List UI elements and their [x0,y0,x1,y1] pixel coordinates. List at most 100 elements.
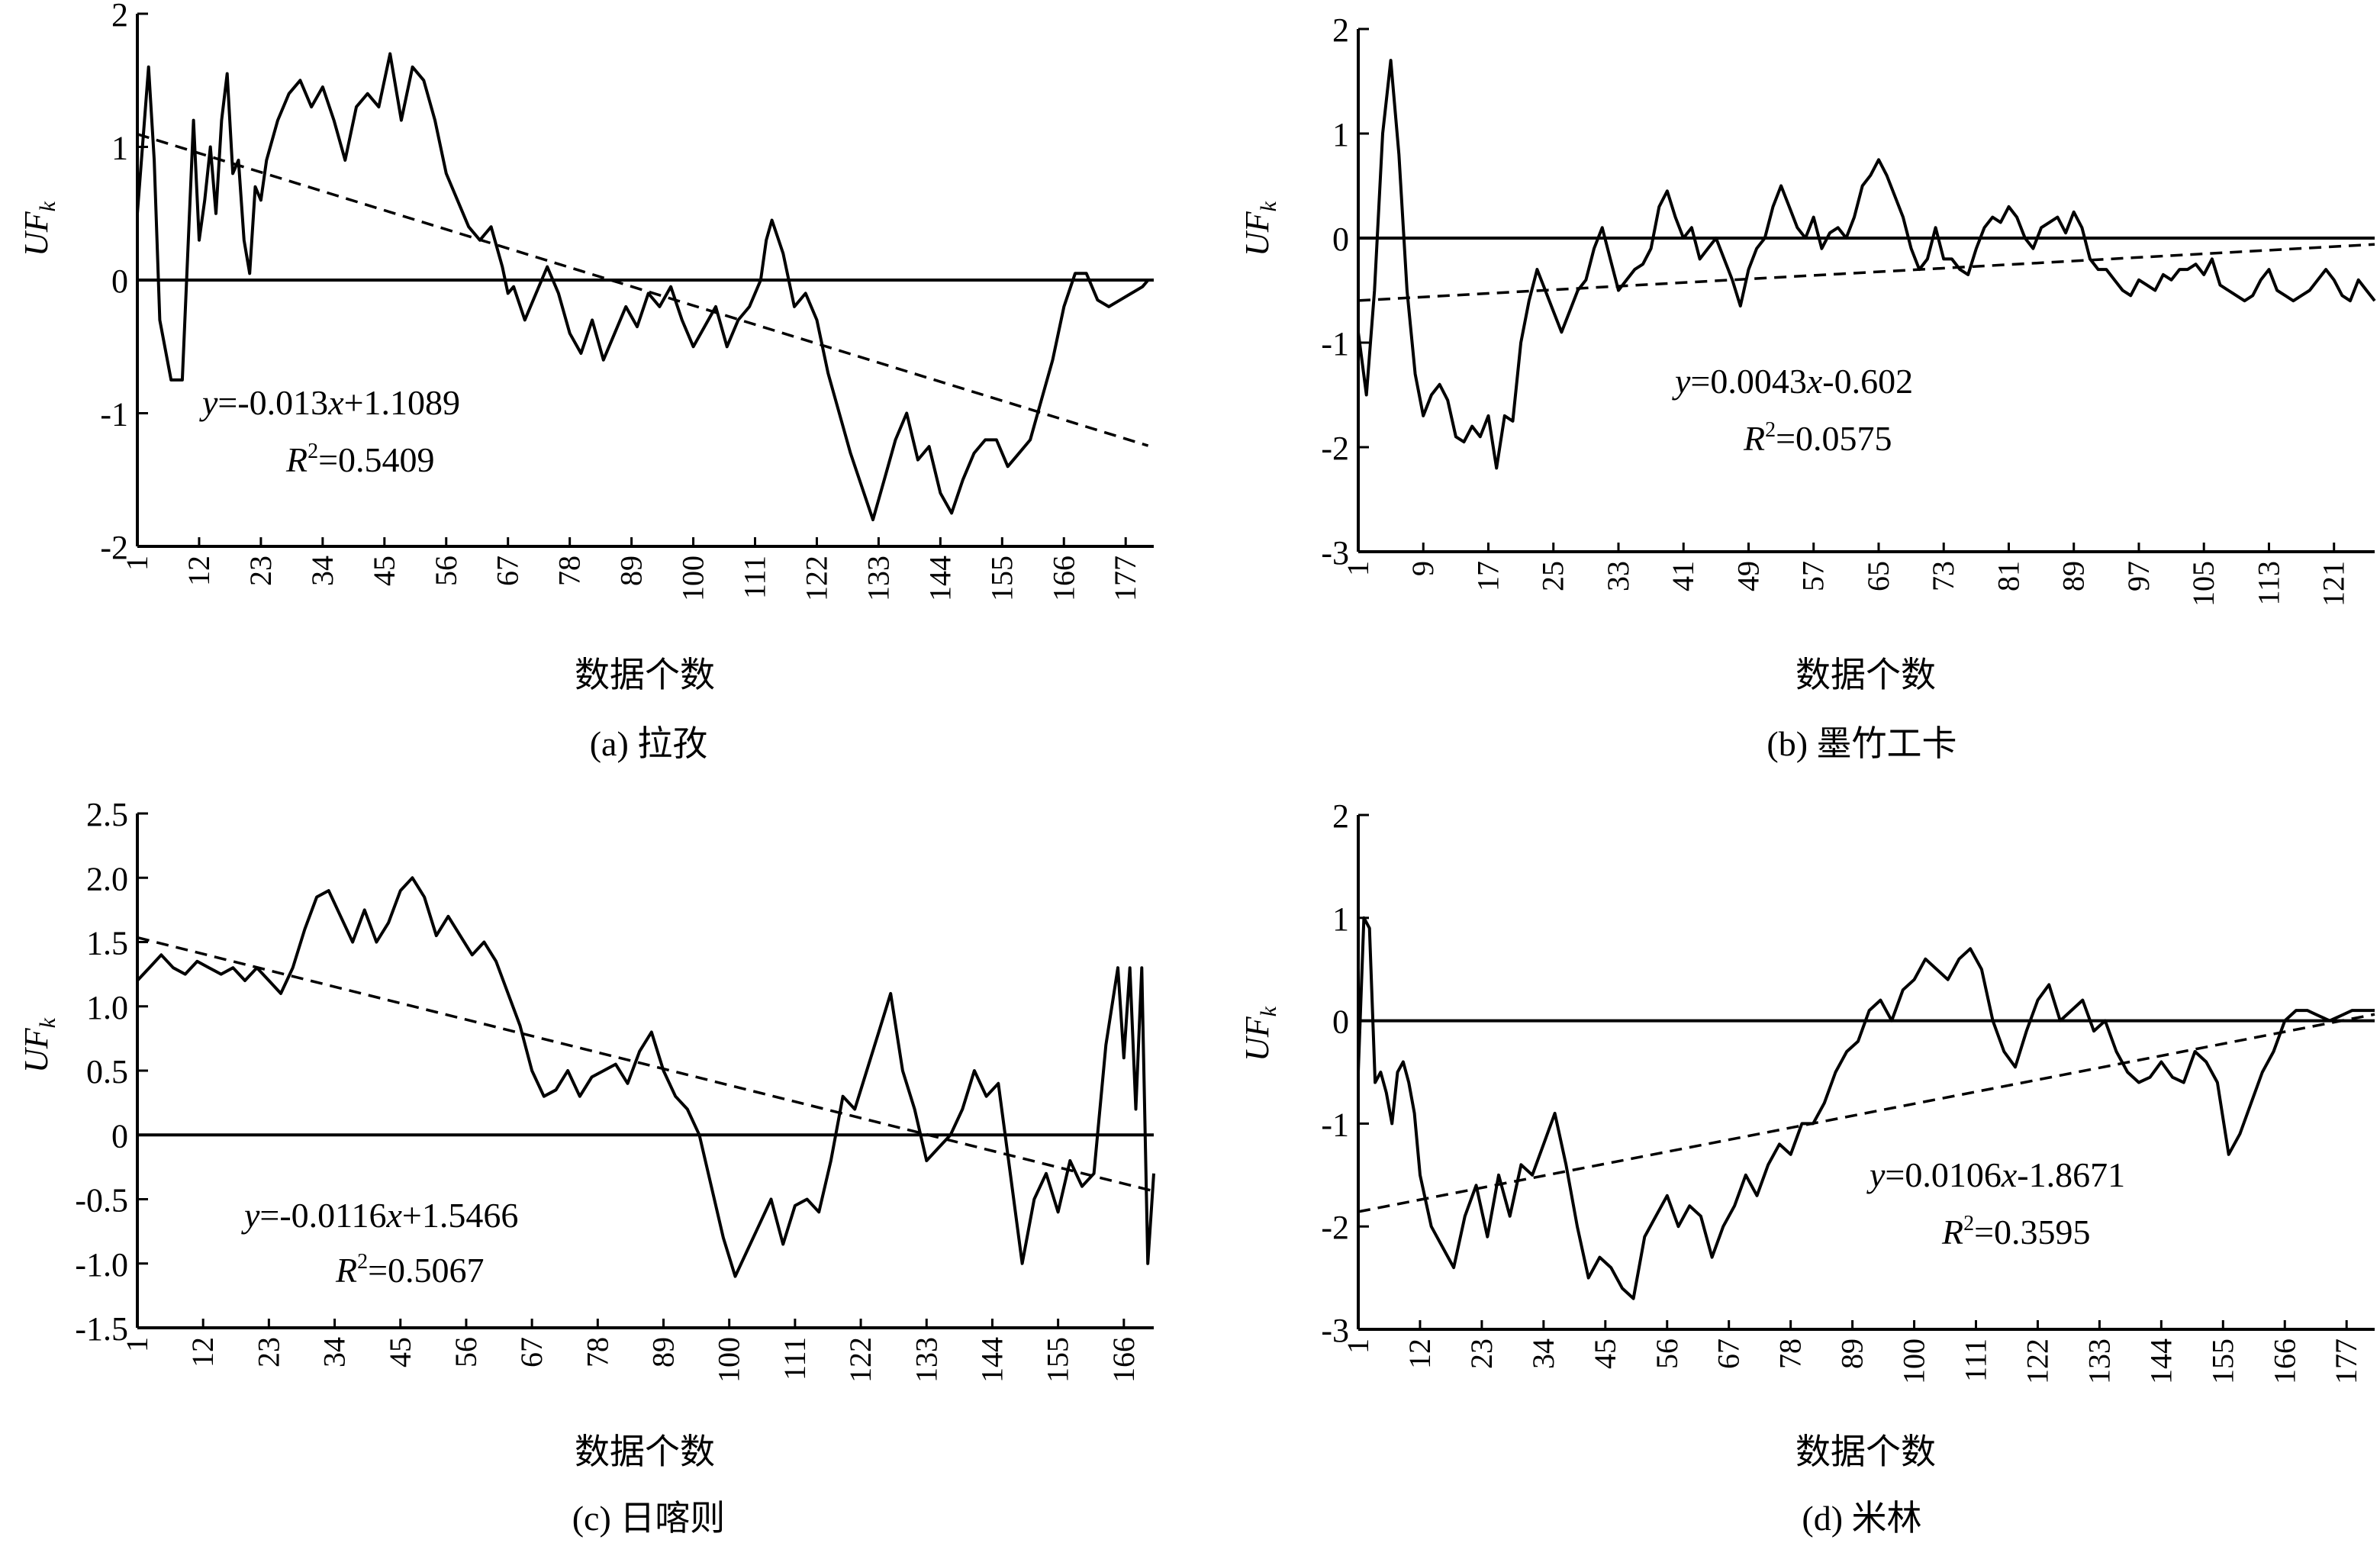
y-axis-label-main: UF [1238,1016,1276,1061]
x-tick-label: 111 [1959,1338,1993,1382]
x-axis-label: 数据个数 [575,1432,715,1471]
x-tick-label: 100 [712,1337,746,1383]
x-tick-label: 45 [1588,1338,1622,1369]
y-tick-label: 0 [1332,221,1349,258]
y-tick-label: 0 [111,263,128,300]
x-tick-label: 105 [2186,561,2221,607]
x-tick-label: 133 [861,556,895,601]
x-tick-label: 89 [1835,1338,1870,1369]
x-tick-label: 144 [2143,1338,2178,1384]
x-tick-label: 89 [2056,561,2091,591]
y-tick-label: -2 [1321,1209,1349,1246]
x-tick-label: 12 [185,1337,220,1367]
x-tick-label: 100 [1897,1338,1931,1384]
plot-area: -1.5 -1.0 -0.5 0 0.5 1.0 1.5 2.0 2.5 1 12 23 34 45 56 6… [75,796,1155,1383]
x-tick-label: 177 [1108,556,1142,601]
x-tick-label: 166 [1046,556,1081,601]
regression-equation: y=-0.0116x+1.5466 [241,1196,518,1235]
x-tick-label: 121 [2317,561,2351,607]
y-tick-label: -1.5 [75,1310,128,1348]
x-tick-label: 1 [1341,1338,1375,1354]
r-squared: R2=0.5409 [285,440,435,479]
x-tick-label: 67 [514,1337,549,1367]
y-axis-label-main: UF [18,1027,55,1073]
y-tick-label: 2 [1332,11,1349,49]
y-axis-label-main: UF [1238,211,1276,256]
x-tick-label: 111 [778,1337,812,1380]
regression-equation: y=-0.013x+1.1089 [199,383,460,422]
x-tick-label: 56 [1650,1338,1684,1369]
x-tick-label: 73 [1926,561,1960,591]
y-tick-label: 1.0 [86,989,128,1026]
r-squared: R2=0.3595 [1941,1212,2091,1251]
x-tick-label: 97 [2121,561,2156,591]
panel-caption: (c) 日喀则 [572,1499,726,1538]
x-tick-label: 12 [1403,1338,1437,1369]
x-tick-label: 17 [1470,561,1505,591]
regression-equation: y=0.0106x-1.8671 [1866,1155,2125,1194]
x-tick-label: 34 [1526,1338,1560,1369]
x-tick-label: 23 [243,556,278,586]
x-tick-label: 65 [1861,561,1895,591]
y-tick-label: 2 [111,0,128,34]
y-tick-label: 0 [1332,1003,1349,1041]
y-tick-label: 1 [1332,900,1349,938]
x-tick-label: 23 [1464,1338,1499,1369]
x-tick-label: 144 [974,1337,1009,1383]
x-axis-label: 数据个数 [1795,1432,1936,1471]
y-axis-label-sub: k [35,201,60,211]
trend-line [1357,243,2375,302]
ufk-series-line [1357,59,2376,470]
trend-line [1357,1013,2375,1213]
x-tick-label: 12 [182,556,216,586]
r-squared: R2=0.5067 [335,1250,485,1290]
x-tick-label: 34 [317,1337,352,1367]
y-tick-label: -1 [100,396,128,433]
x-axis-label: 数据个数 [1795,656,1936,694]
y-tick-label: -3 [1321,1312,1349,1349]
x-tick-label: 113 [2251,561,2285,606]
x-tick-label: 67 [1712,1338,1746,1369]
y-tick-label: 1 [111,130,128,167]
y-axis-label: UFk [1238,201,1281,256]
ufk-series-line [136,876,1155,1278]
y-tick-label: -2 [100,529,128,566]
trend-line [137,936,1155,1193]
y-tick-label: -0.5 [75,1182,128,1219]
x-tick-label: 56 [429,556,463,586]
x-tick-label: 122 [799,556,833,601]
x-tick-label: 144 [923,556,957,601]
y-axis-label-main: UF [18,211,55,256]
x-tick-label: 133 [2082,1338,2116,1384]
y-tick-label: -1 [1321,325,1349,362]
x-tick-label: 78 [580,1337,614,1367]
x-axis-label: 数据个数 [575,656,715,694]
x-tick-label: 133 [909,1337,943,1383]
x-tick-label: 81 [1991,561,2025,591]
x-tick-label: 25 [1536,561,1570,591]
y-tick-label: 2.0 [86,860,128,897]
x-tick-label: 1 [1341,561,1375,576]
x-tick-label: 122 [2020,1338,2054,1384]
y-tick-label: 1 [1332,116,1349,153]
x-tick-label: 166 [2267,1338,2301,1384]
x-tick-label: 23 [251,1337,285,1367]
y-tick-label: 2.5 [86,796,128,833]
y-tick-label: 0.5 [86,1053,128,1090]
panel-caption: (b) 墨竹工卡 [1766,724,1956,763]
panel-caption: (a) 拉孜 [590,724,708,763]
x-tick-label: 41 [1666,561,1700,591]
panel-caption: (d) 米林 [1802,1499,1921,1538]
y-axis-label-sub: k [35,1017,60,1028]
x-tick-label: 166 [1106,1337,1141,1383]
y-tick-label: 2 [1332,797,1349,835]
x-tick-label: 89 [614,556,649,586]
x-tick-label: 122 [843,1337,878,1383]
